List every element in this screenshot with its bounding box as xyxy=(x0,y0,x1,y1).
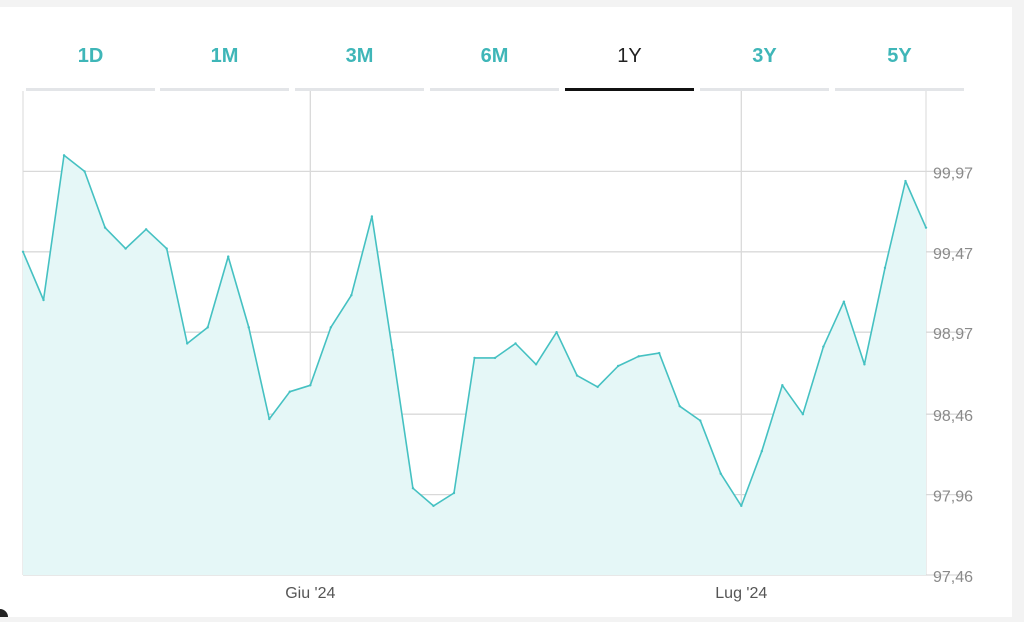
range-tab-underline xyxy=(430,88,559,91)
chart-svg: 99,97 99,47 98,97 98,46 97,96 97,46 Giu '24 Lug… xyxy=(21,91,973,602)
range-tab-1y[interactable]: 1Y xyxy=(565,43,694,91)
range-tab-underline xyxy=(835,88,964,91)
data-point xyxy=(514,342,517,345)
data-point xyxy=(268,417,271,421)
y-tick-label: 99,47 xyxy=(933,246,973,263)
data-point xyxy=(904,179,907,183)
data-point xyxy=(432,504,435,508)
data-point xyxy=(288,390,291,393)
corner-mark xyxy=(0,609,8,617)
data-point xyxy=(842,300,846,303)
range-tab-label: 1Y xyxy=(617,45,642,67)
x-tick-label: Giu '24 xyxy=(285,585,335,602)
range-tab-underline xyxy=(295,88,424,91)
data-point xyxy=(493,356,497,360)
data-point xyxy=(637,355,640,358)
range-tab-label: 1D xyxy=(77,45,104,67)
range-tabs: 1D 1M 3M 6M 1Y 3Y 5Y xyxy=(0,7,1012,97)
y-tick-label: 97,46 xyxy=(933,569,973,586)
range-tab-underline xyxy=(700,88,829,91)
chart-card: 99,97 99,47 98,97 98,46 97,96 97,46 Giu '24 Lug… xyxy=(0,7,1012,617)
data-point xyxy=(822,345,825,348)
data-point xyxy=(575,374,579,377)
range-tab-3m[interactable]: 3M xyxy=(295,43,424,91)
range-tab-underline xyxy=(26,88,155,91)
data-point xyxy=(658,351,661,355)
range-tab-label: 5Y xyxy=(887,45,912,67)
data-point xyxy=(329,326,333,329)
data-point xyxy=(206,326,209,329)
data-point xyxy=(452,491,456,495)
range-tab-label: 3Y xyxy=(752,45,777,67)
data-point xyxy=(62,154,66,157)
series-area-fill xyxy=(23,155,926,576)
data-point xyxy=(534,363,538,366)
data-point xyxy=(165,247,168,250)
range-tab-label: 3M xyxy=(345,45,374,67)
range-tab-5y[interactable]: 5Y xyxy=(835,43,964,91)
data-point xyxy=(21,250,25,253)
range-tab-1m[interactable]: 1M xyxy=(160,43,289,91)
data-point xyxy=(473,356,476,360)
y-tick-label: 98,46 xyxy=(933,408,973,425)
range-tab-1d[interactable]: 1D xyxy=(26,43,155,91)
x-tick-label: Lug '24 xyxy=(715,585,767,602)
data-point xyxy=(596,385,599,389)
y-tick-label: 98,97 xyxy=(933,326,973,343)
data-point xyxy=(185,342,189,345)
data-point xyxy=(83,170,86,173)
data-point xyxy=(411,486,415,490)
data-point xyxy=(42,298,45,302)
y-tick-label: 99,97 xyxy=(933,165,973,182)
data-point xyxy=(103,226,107,229)
data-point xyxy=(124,247,127,250)
range-tab-label: 6M xyxy=(480,45,509,67)
data-point xyxy=(144,228,148,231)
range-tab-underline xyxy=(565,88,694,91)
data-point xyxy=(740,504,743,508)
data-point xyxy=(227,255,230,258)
data-point xyxy=(863,363,866,366)
data-point xyxy=(924,226,928,229)
y-tick-label: 97,96 xyxy=(933,489,973,506)
data-point xyxy=(781,384,784,387)
range-tab-3y[interactable]: 3Y xyxy=(700,43,829,91)
data-point xyxy=(699,419,702,422)
range-tab-underline xyxy=(160,88,289,91)
data-point xyxy=(760,449,764,453)
data-point xyxy=(616,364,620,368)
data-point xyxy=(370,215,374,218)
data-point xyxy=(247,326,250,329)
data-point xyxy=(391,348,394,352)
data-point xyxy=(309,384,312,387)
data-point xyxy=(555,330,558,334)
data-point xyxy=(801,413,805,416)
data-point xyxy=(883,266,887,270)
range-tab-label: 1M xyxy=(210,45,239,67)
data-point xyxy=(678,404,681,408)
data-point xyxy=(350,294,353,297)
price-chart: 99,97 99,47 98,97 98,46 97,96 97,46 Giu '24 Lug… xyxy=(0,7,1012,617)
range-tab-6m[interactable]: 6M xyxy=(430,43,559,91)
data-point xyxy=(719,472,722,475)
